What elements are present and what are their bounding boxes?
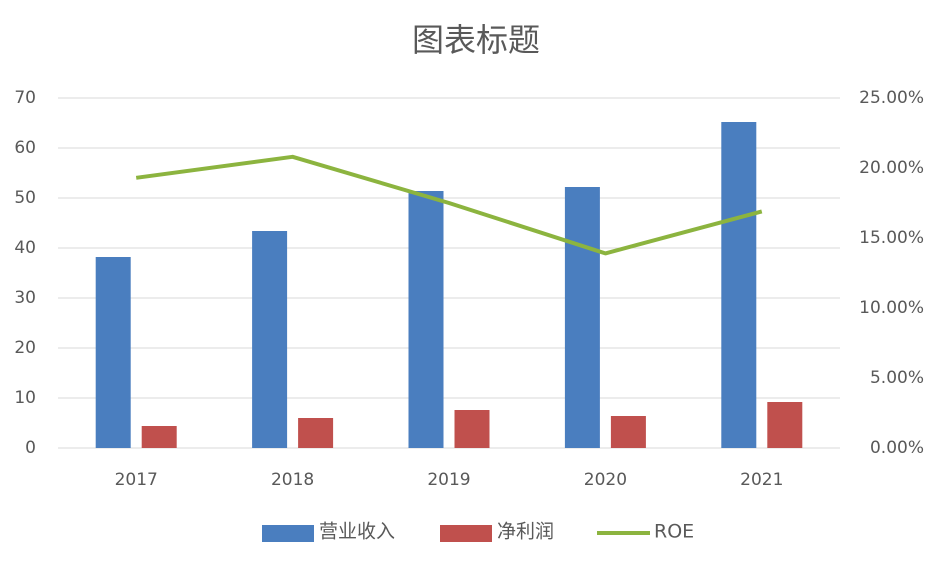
y-tick-label: 30	[14, 288, 36, 308]
bar	[408, 191, 444, 448]
x-tick-label: 2020	[584, 470, 627, 490]
y2-tick-label: 5.00%	[870, 368, 924, 388]
bar	[141, 426, 177, 448]
legend-label: 净利润	[497, 521, 554, 543]
y-tick-label: 20	[14, 338, 36, 358]
x-tick-label: 2018	[271, 470, 314, 490]
bar	[95, 257, 131, 448]
y2-tick-label: 15.00%	[859, 228, 924, 248]
bar	[252, 231, 288, 448]
x-tick-label: 2021	[740, 470, 783, 490]
legend-label: 营业收入	[319, 521, 395, 543]
bar	[610, 416, 646, 448]
legend-label: ROE	[654, 521, 694, 543]
bar	[564, 187, 600, 448]
y-tick-label: 40	[14, 238, 36, 258]
bar	[454, 410, 490, 448]
x-tick-label: 2019	[427, 470, 470, 490]
legend-swatch	[440, 525, 492, 542]
y2-tick-label: 20.00%	[859, 158, 924, 178]
bar	[721, 122, 757, 448]
y2-tick-label: 10.00%	[859, 298, 924, 318]
y2-tick-label: 0.00%	[870, 438, 924, 458]
y-tick-label: 70	[14, 88, 36, 108]
x-tick-label: 2017	[115, 470, 158, 490]
y2-tick-label: 25.00%	[859, 88, 924, 108]
line	[135, 154, 763, 256]
chart-title: 图表标题	[412, 21, 540, 59]
y-tick-label: 60	[14, 138, 36, 158]
y-tick-label: 10	[14, 388, 36, 408]
legend-swatch	[262, 525, 314, 542]
y-tick-label: 0	[25, 438, 36, 458]
bar	[767, 402, 803, 448]
y-tick-label: 50	[14, 188, 36, 208]
bar	[298, 418, 334, 448]
